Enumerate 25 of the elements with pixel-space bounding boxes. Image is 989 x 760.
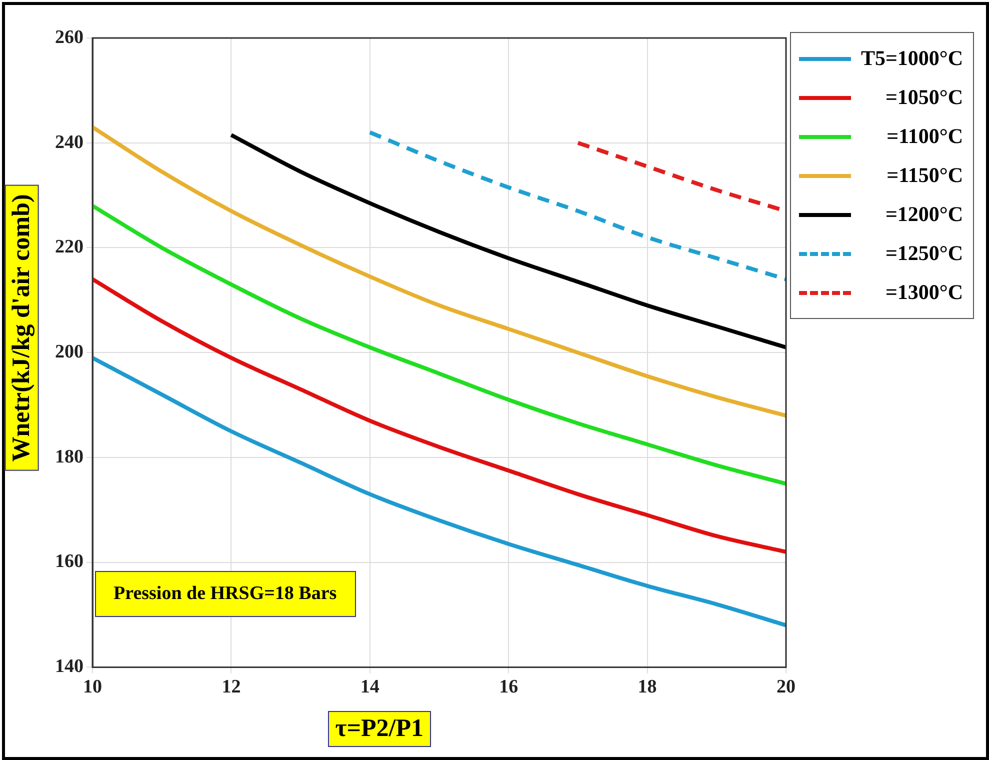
line-series <box>368 130 786 282</box>
legend-label: =1050°C <box>884 85 964 110</box>
legend-label: =1150°C <box>886 163 964 188</box>
legend-label: =1300°C <box>884 280 964 305</box>
annotation: Pression de HRSG=18 Bars <box>94 571 356 618</box>
y-axis-title: Wnetr(kJ/kg d'air comb) <box>4 184 39 470</box>
line-series <box>229 133 786 350</box>
x-tick-label: 14 <box>360 676 380 698</box>
legend-label: T5=1000°C <box>860 46 964 71</box>
y-tick-label: 140 <box>55 656 84 678</box>
y-tick-label: 220 <box>55 236 84 258</box>
legend-label: =1200°C <box>884 202 964 227</box>
y-tick-label: 240 <box>55 132 84 153</box>
y-tick-label: 160 <box>55 551 84 572</box>
x-tick-label: 10 <box>83 676 102 698</box>
x-tick-label: 18 <box>638 676 657 698</box>
y-tick-label: 200 <box>55 342 84 363</box>
y-tick-label: 180 <box>55 446 84 468</box>
x-tick-label: 16 <box>499 676 518 698</box>
x-tick-label: 12 <box>222 676 241 698</box>
x-tick-label: 20 <box>776 676 796 698</box>
y-tick-label: 260 <box>55 26 84 48</box>
legend-label: =1100°C <box>886 124 964 149</box>
x-axis-title: τ=P2/P1 <box>328 711 431 748</box>
legend-label: =1250°C <box>884 241 964 266</box>
